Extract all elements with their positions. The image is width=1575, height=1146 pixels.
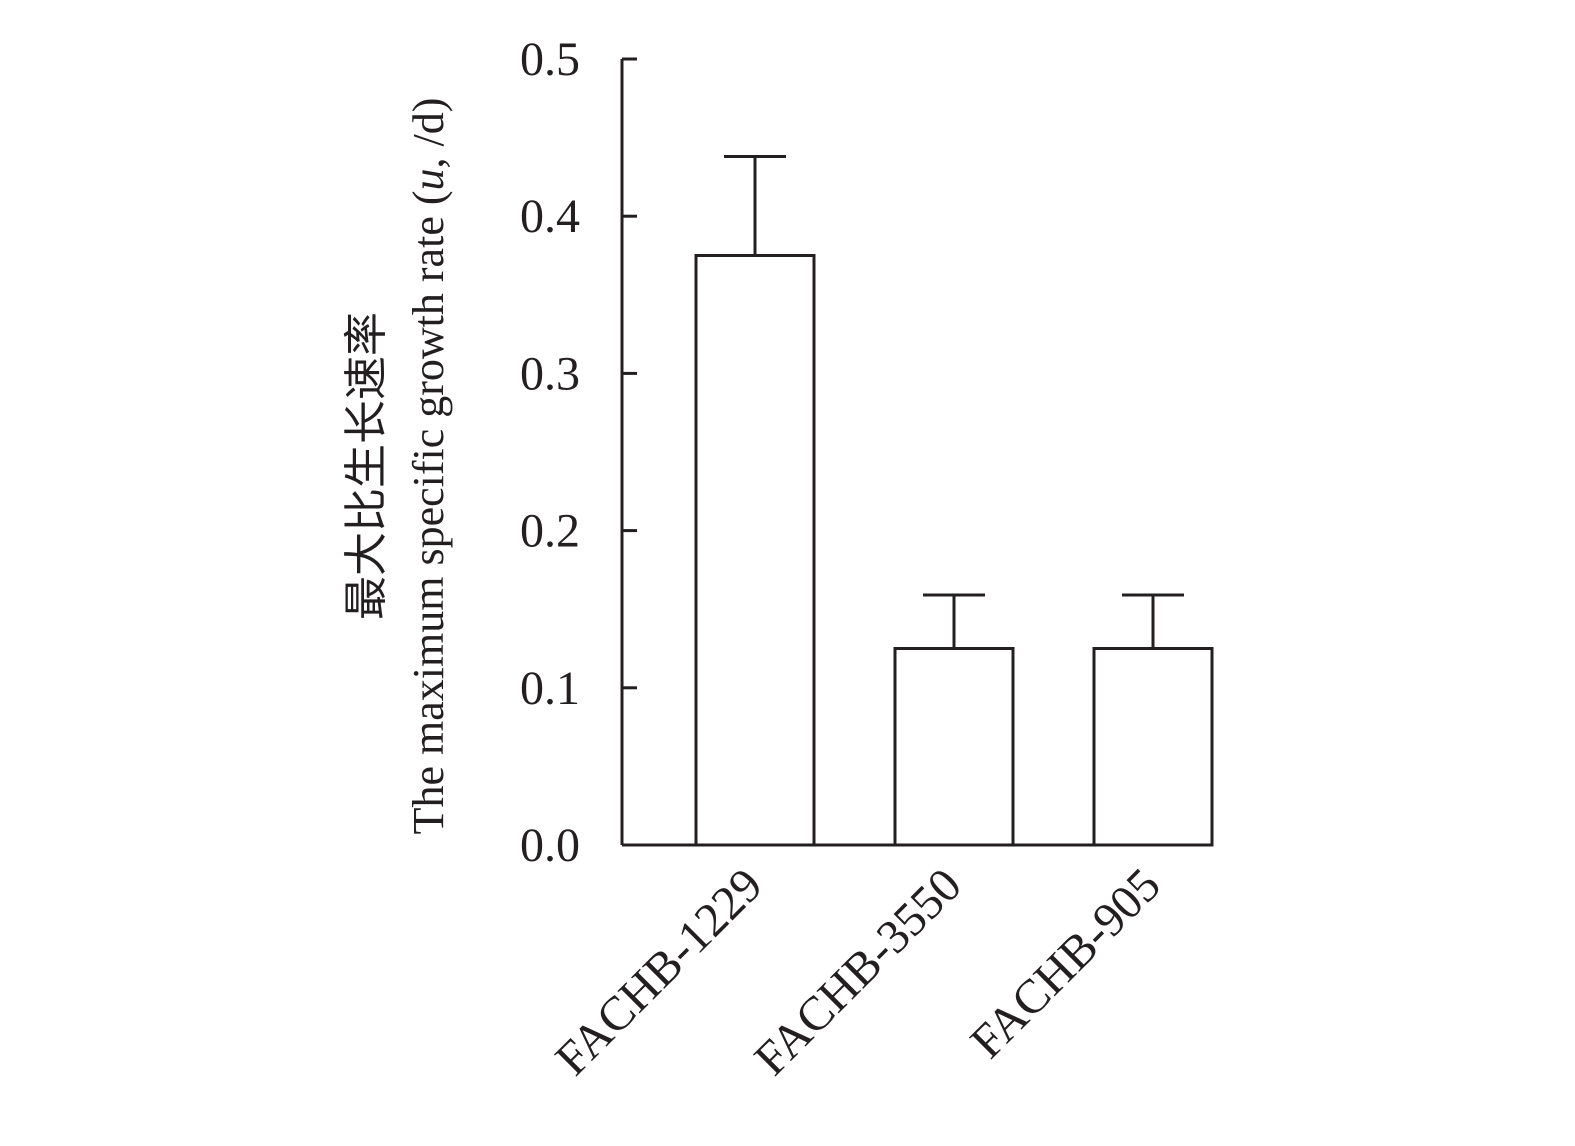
bar-3 [1092,647,1214,847]
y-tick-label-5: 0.5 [520,33,580,86]
y-tick-label-3: 0.3 [520,347,580,400]
y-axis-title-cn: 最大比生长速率 [342,312,391,620]
y-axis-title-en: The maximum specific growth rate (u, /d) [404,98,453,835]
y-tick-label-4: 0.4 [520,190,580,243]
y-axis-title: 最大比生长速率 The maximum specific growth rate… [342,98,453,835]
x-tick-label-3: FACHB-905 [960,858,1170,1068]
y-tick-label-0: 0.0 [520,819,580,872]
y-axis: 0.0 0.1 0.2 0.3 0.4 0.5 [520,33,637,872]
bar-2 [893,647,1015,847]
x-tick-label-1: FACHB-1229 [545,858,772,1085]
y-tick-label-2: 0.2 [520,505,580,558]
bar-1 [694,254,816,847]
x-tick-label-2: FACHB-3550 [744,858,971,1085]
bars-group [694,154,1214,847]
y-tick-label-1: 0.1 [520,662,580,715]
